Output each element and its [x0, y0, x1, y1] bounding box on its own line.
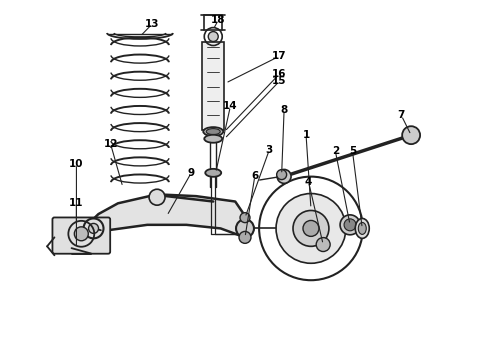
Circle shape	[149, 189, 165, 205]
Circle shape	[344, 219, 356, 231]
Circle shape	[303, 220, 319, 237]
Circle shape	[276, 194, 346, 263]
Text: 9: 9	[188, 168, 195, 178]
Text: 7: 7	[398, 111, 405, 121]
Circle shape	[316, 238, 330, 252]
Circle shape	[293, 211, 329, 246]
Circle shape	[236, 220, 254, 237]
FancyBboxPatch shape	[52, 217, 110, 254]
Text: 10: 10	[69, 159, 84, 169]
Text: 18: 18	[211, 15, 225, 26]
Ellipse shape	[204, 135, 222, 143]
Circle shape	[277, 170, 287, 180]
Circle shape	[208, 32, 218, 41]
Circle shape	[89, 224, 98, 233]
Circle shape	[340, 215, 360, 235]
Text: 13: 13	[145, 19, 159, 29]
Text: 15: 15	[272, 76, 287, 86]
Ellipse shape	[355, 219, 369, 238]
Bar	[202, 42, 224, 130]
Circle shape	[239, 231, 251, 243]
Circle shape	[402, 126, 420, 144]
Text: 12: 12	[103, 139, 118, 149]
Text: 6: 6	[251, 171, 258, 181]
Text: 14: 14	[223, 102, 238, 112]
Text: 17: 17	[272, 51, 287, 61]
Text: 2: 2	[332, 146, 339, 156]
Text: 16: 16	[272, 69, 287, 79]
Circle shape	[240, 213, 250, 222]
Circle shape	[74, 227, 88, 241]
Ellipse shape	[203, 127, 223, 136]
Ellipse shape	[206, 129, 220, 135]
Circle shape	[277, 170, 291, 183]
Text: 3: 3	[266, 144, 273, 154]
Text: 4: 4	[305, 177, 312, 187]
Polygon shape	[91, 194, 245, 237]
Text: 11: 11	[69, 198, 84, 208]
Text: 5: 5	[349, 146, 356, 156]
Ellipse shape	[205, 169, 221, 177]
Text: 1: 1	[302, 130, 310, 140]
Ellipse shape	[358, 222, 366, 234]
Text: 8: 8	[280, 105, 288, 115]
